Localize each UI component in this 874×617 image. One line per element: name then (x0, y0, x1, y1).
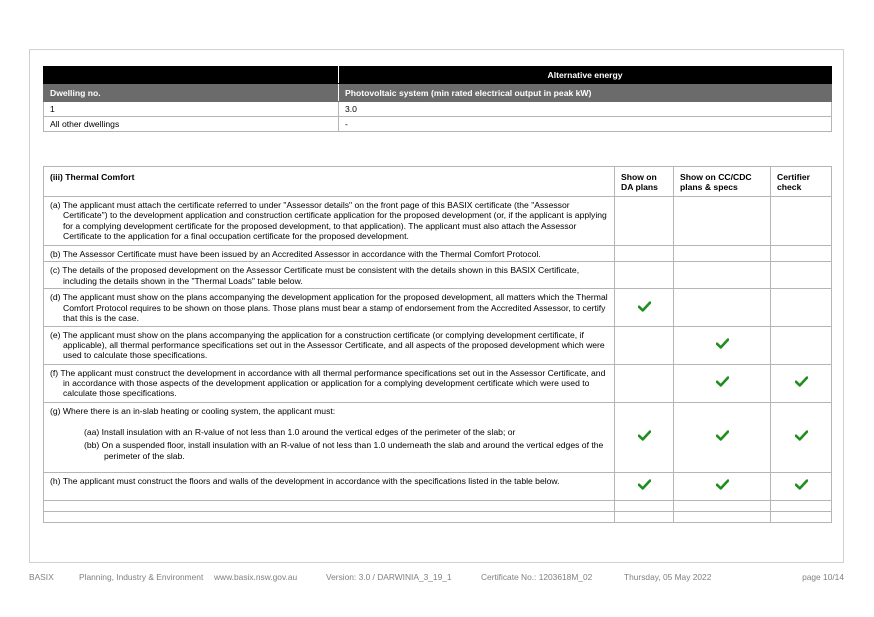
alternative-energy-heading: Alternative energy (338, 66, 832, 84)
pv-value-cell: 3.0 (338, 101, 832, 117)
page-frame (29, 49, 844, 563)
footer-version: Version: 3.0 / DARWINIA_3_19_1 (326, 572, 452, 582)
table-row: (g) Where there is an in-slab heating or… (43, 401, 832, 473)
cc-check-cell (673, 471, 771, 501)
cert-check-cell (770, 288, 832, 327)
requirement-text: (b) The Assessor Certificate must have b… (50, 249, 541, 259)
cc-check-cell (673, 196, 771, 246)
checkmark-icon (715, 376, 729, 388)
da-check-cell (614, 471, 674, 501)
da-check-cell (614, 363, 674, 403)
page-footer: BASIX Planning, Industry & Environment w… (29, 572, 844, 584)
da-check-cell (614, 261, 674, 290)
show-on-cc-header: Show on CC/CDC plans & specs (673, 166, 771, 197)
alternative-energy-table: Alternative energy Dwelling no. Photovol… (43, 66, 832, 132)
dwelling-no-header: Dwelling no. (43, 83, 339, 102)
cc-check-cell (673, 261, 771, 290)
da-check-cell (614, 325, 674, 365)
requirement-text: (f) The applicant must construct the dev… (50, 367, 606, 399)
empty-row (43, 499, 832, 512)
thermal-comfort-title: (iii) Thermal Comfort (43, 166, 615, 197)
footer-date: Thursday, 05 May 2022 (624, 572, 712, 582)
photovoltaic-header: Photovoltaic system (min rated electrica… (338, 83, 832, 102)
cc-check-cell (673, 401, 771, 473)
dwelling-cell: All other dwellings (43, 116, 339, 132)
checkmark-icon (637, 301, 651, 312)
da-check-cell (614, 401, 674, 473)
cc-check-cell (673, 325, 771, 365)
alternative-energy-header-row: Alternative energy (43, 66, 832, 84)
checkmark-icon (715, 338, 729, 350)
footer-url[interactable]: www.basix.nsw.gov.au (214, 572, 298, 582)
pv-value-cell: - (338, 116, 832, 132)
table-row: All other dwellings - (43, 116, 832, 132)
sub-requirement-aa: (aa) Install insulation with an R-value … (84, 427, 516, 438)
da-check-cell (614, 244, 674, 263)
cert-check-cell (770, 244, 832, 263)
table-row: (a) The applicant must attach the certif… (43, 196, 832, 246)
checkmark-icon (794, 430, 808, 442)
cert-check-cell (770, 325, 832, 365)
footer-certificate-no: Certificate No.: 1203618M_02 (481, 572, 593, 582)
table-row: 1 3.0 (43, 101, 832, 117)
table-row: (b) The Assessor Certificate must have b… (43, 244, 832, 263)
requirement-text: (a) The applicant must attach the certif… (50, 200, 607, 242)
checkmark-icon (794, 376, 808, 388)
requirement-text: (d) The applicant must show on the plans… (50, 292, 608, 324)
cc-check-cell (673, 288, 771, 327)
dwelling-cell: 1 (43, 101, 339, 117)
certifier-check-header: Certifier check (770, 166, 832, 197)
da-check-cell (614, 196, 674, 246)
sub-requirement-bb: (bb) On a suspended floor, install insul… (84, 440, 604, 461)
checkmark-icon (715, 430, 729, 442)
table-row: (c) The details of the proposed developm… (43, 261, 832, 290)
table-row: (e) The applicant must show on the plans… (43, 325, 832, 365)
requirement-text: (e) The applicant must show on the plans… (50, 329, 605, 361)
thermal-comfort-table: (iii) Thermal Comfort Show on DA plans S… (43, 166, 832, 523)
cert-check-cell (770, 401, 832, 473)
column-header-row: Dwelling no. Photovoltaic system (min ra… (43, 83, 832, 102)
empty-row (43, 510, 832, 523)
requirement-text: (g) Where there is an in-slab heating or… (50, 405, 336, 416)
checkmark-icon (794, 479, 808, 491)
thermal-header-row: (iii) Thermal Comfort Show on DA plans S… (43, 166, 832, 197)
cc-check-cell (673, 363, 771, 403)
cc-check-cell (673, 244, 771, 263)
cert-check-cell (770, 471, 832, 501)
footer-basix: BASIX (29, 572, 54, 582)
footer-department: Planning, Industry & Environment (79, 572, 204, 582)
show-on-da-header: Show on DA plans (614, 166, 674, 197)
requirement-text: (h) The applicant must construct the flo… (50, 475, 560, 486)
checkmark-icon (637, 430, 651, 442)
header-blank-cell (43, 66, 339, 84)
cert-check-cell (770, 363, 832, 403)
table-row: (h) The applicant must construct the flo… (43, 471, 832, 501)
table-row: (f) The applicant must construct the dev… (43, 363, 832, 403)
cert-check-cell (770, 196, 832, 246)
checkmark-icon (637, 479, 651, 491)
requirement-text: (c) The details of the proposed developm… (50, 265, 580, 286)
da-check-cell (614, 288, 674, 327)
checkmark-icon (715, 479, 729, 491)
cert-check-cell (770, 261, 832, 290)
footer-page-number: page 10/14 (802, 572, 844, 582)
table-row: (d) The applicant must show on the plans… (43, 288, 832, 327)
